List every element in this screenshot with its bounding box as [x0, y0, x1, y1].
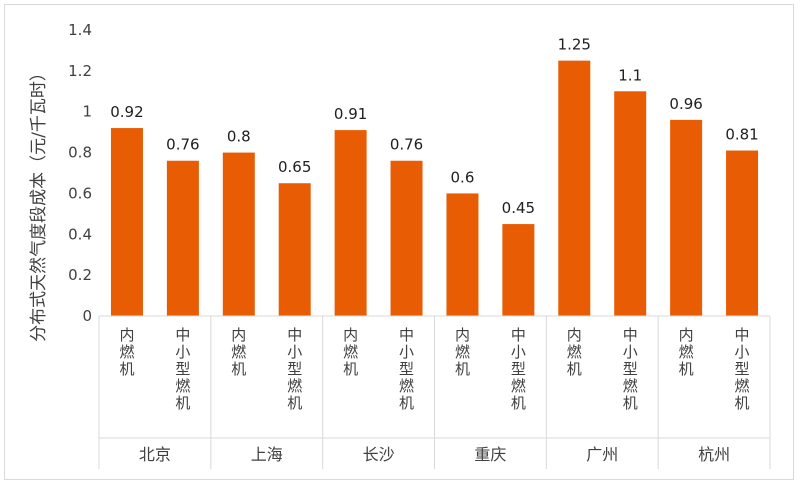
bar	[222, 152, 255, 316]
bar	[166, 160, 199, 316]
bar	[390, 160, 423, 316]
category-label: 内燃机	[455, 326, 470, 378]
y-tick-label: 0	[82, 307, 92, 325]
y-tick-label: 0.4	[68, 225, 92, 243]
group-label: 北京	[139, 445, 171, 464]
category-label: 中小型燃机	[735, 326, 750, 412]
category-label: 内燃机	[567, 326, 582, 378]
category-label: 内燃机	[343, 326, 358, 378]
bar	[446, 193, 479, 316]
bar	[670, 119, 703, 316]
data-label: 0.81	[725, 126, 758, 144]
y-axis-label: 分布式天然气度段成本（元/千瓦时）	[29, 64, 49, 342]
y-tick-label: 0.6	[68, 184, 92, 202]
group-label: 上海	[251, 445, 283, 464]
data-label: 0.76	[390, 136, 423, 154]
y-tick-label: 1	[82, 103, 92, 121]
bar	[334, 130, 367, 316]
group-label: 长沙	[363, 445, 395, 464]
group-label: 重庆	[474, 445, 506, 464]
bar	[726, 150, 759, 316]
data-label: 0.92	[110, 103, 143, 121]
bar	[278, 183, 311, 316]
category-label: 中小型燃机	[287, 326, 302, 412]
y-tick-label: 1.2	[68, 62, 92, 80]
data-label: 0.65	[278, 158, 311, 176]
data-label: 0.91	[334, 105, 367, 123]
bar	[502, 224, 535, 316]
data-label: 0.76	[166, 136, 199, 154]
bar	[614, 91, 647, 317]
data-label: 0.8	[227, 128, 251, 146]
category-label: 中小型燃机	[399, 326, 414, 412]
group-label: 杭州	[698, 445, 730, 464]
category-label: 中小型燃机	[175, 326, 190, 412]
category-label: 中小型燃机	[511, 326, 526, 412]
y-tick-label: 0.2	[68, 266, 92, 284]
bar	[558, 60, 591, 317]
category-label: 内燃机	[679, 326, 694, 378]
data-label: 1.25	[558, 36, 591, 54]
data-label: 1.1	[618, 66, 642, 84]
category-label: 内燃机	[231, 326, 246, 378]
y-tick-label: 1.4	[68, 21, 92, 39]
category-label: 内燃机	[119, 326, 134, 378]
y-tick-label: 0.8	[68, 144, 92, 162]
category-label: 中小型燃机	[623, 326, 638, 412]
data-label: 0.45	[502, 199, 535, 217]
data-label: 0.6	[451, 168, 475, 186]
data-label: 0.96	[669, 95, 702, 113]
bar	[110, 128, 143, 316]
group-label: 广州	[586, 445, 618, 464]
